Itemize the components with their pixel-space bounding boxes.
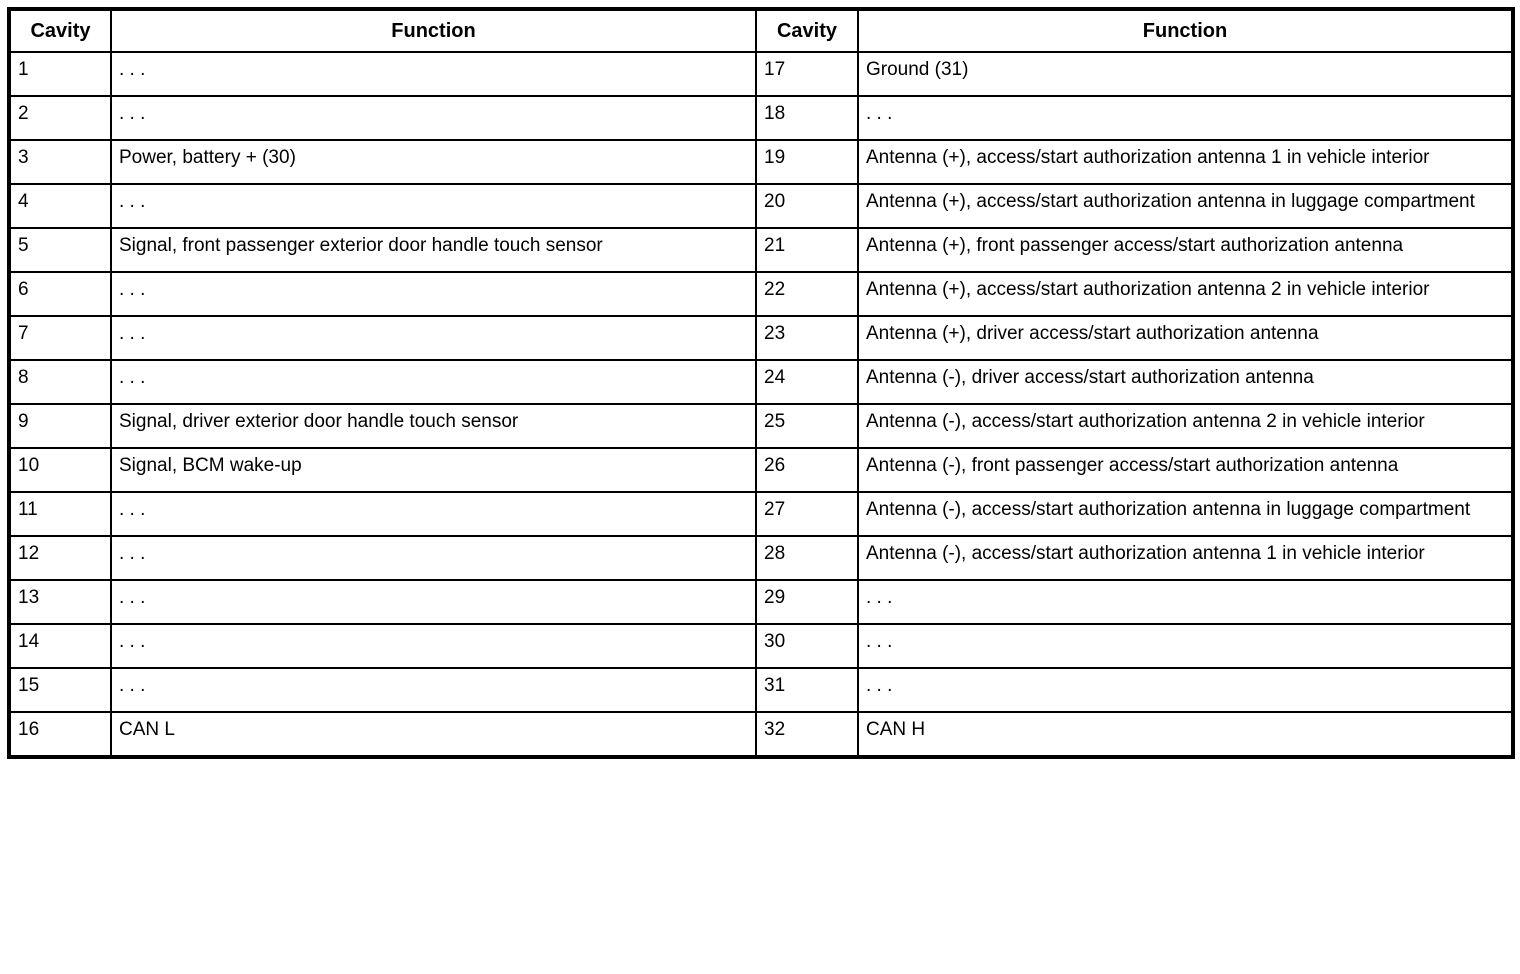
function-cell: Signal, BCM wake-up [110, 447, 757, 493]
cavity-cell: 13 [8, 579, 112, 625]
function-cell: . . . [857, 95, 1514, 141]
function-cell: . . . [110, 95, 757, 141]
table-row: 15. . . 31. . . [8, 667, 1514, 713]
function-cell: Antenna (-), access/start authorization … [857, 491, 1514, 537]
cavity-cell: 6 [8, 271, 112, 317]
table-body: 1. . . 17 Ground (31) 2. . . 18. . . 3 Power, … [8, 51, 1514, 758]
function-header-right: Function [857, 8, 1514, 53]
table-row: 11. . . 27 Antenna (-), access/start autho… [8, 491, 1514, 537]
table-row: 10 Signal, BCM wake-up 26 Antenna (-), fron… [8, 447, 1514, 493]
function-cell: Antenna (+), driver access/start authori… [857, 315, 1514, 361]
function-cell: Antenna (-), driver access/start authori… [857, 359, 1514, 405]
cavity-cell: 27 [755, 491, 859, 537]
function-cell: Antenna (-), access/start authorization … [857, 403, 1514, 449]
function-header-left: Function [110, 8, 757, 53]
cavity-cell: 9 [8, 403, 112, 449]
cavity-cell: 28 [755, 535, 859, 581]
cavity-cell: 5 [8, 227, 112, 273]
cavity-cell: 10 [8, 447, 112, 493]
function-cell: CAN H [857, 711, 1514, 758]
cavity-cell: 30 [755, 623, 859, 669]
function-cell: . . . [110, 491, 757, 537]
cavity-cell: 19 [755, 139, 859, 185]
cavity-cell: 24 [755, 359, 859, 405]
cavity-cell: 11 [8, 491, 112, 537]
cavity-cell: 7 [8, 315, 112, 361]
function-cell: Antenna (+), access/start authorization … [857, 271, 1514, 317]
function-cell: Antenna (-), front passenger access/star… [857, 447, 1514, 493]
cavity-cell: 3 [8, 139, 112, 185]
cavity-cell: 15 [8, 667, 112, 713]
table-row: 16 CAN L 32 CAN H [8, 711, 1514, 758]
function-cell: . . . [110, 579, 757, 625]
function-cell: Signal, front passenger exterior door ha… [110, 227, 757, 273]
table-row: 6. . . 22 Antenna (+), access/start author… [8, 271, 1514, 317]
table-header: Cavity Function Cavity Function [8, 8, 1514, 53]
cavity-cell: 31 [755, 667, 859, 713]
pinout-table: Cavity Function Cavity Function 1. . . 17… [7, 7, 1515, 759]
table-row: 8. . . 24 Antenna (-), driver access/start… [8, 359, 1514, 405]
function-cell: . . . [857, 623, 1514, 669]
function-cell: Power, battery + (30) [110, 139, 757, 185]
function-cell: Antenna (+), front passenger access/star… [857, 227, 1514, 273]
function-cell: Antenna (+), access/start authorization … [857, 139, 1514, 185]
cavity-cell: 32 [755, 711, 859, 758]
function-cell: . . . [110, 623, 757, 669]
cavity-cell: 4 [8, 183, 112, 229]
table-row: 4. . . 20 Antenna (+), access/start author… [8, 183, 1514, 229]
function-cell: . . . [110, 667, 757, 713]
cavity-cell: 12 [8, 535, 112, 581]
function-cell: . . . [857, 579, 1514, 625]
table-row: 7. . . 23 Antenna (+), driver access/start… [8, 315, 1514, 361]
function-cell: . . . [110, 51, 757, 97]
table-row: 5 Signal, front passenger exterior door h… [8, 227, 1514, 273]
cavity-cell: 20 [755, 183, 859, 229]
cavity-cell: 18 [755, 95, 859, 141]
function-cell: CAN L [110, 711, 757, 758]
table-row: 13. . . 29. . . [8, 579, 1514, 625]
cavity-cell: 29 [755, 579, 859, 625]
cavity-cell: 21 [755, 227, 859, 273]
table-row: 12. . . 28 Antenna (-), access/start autho… [8, 535, 1514, 581]
cavity-cell: 22 [755, 271, 859, 317]
function-cell: . . . [110, 535, 757, 581]
function-cell: Ground (31) [857, 51, 1514, 97]
cavity-header-right: Cavity [755, 8, 859, 53]
function-cell: Antenna (+), access/start authorization … [857, 183, 1514, 229]
cavity-cell: 14 [8, 623, 112, 669]
function-cell: . . . [110, 359, 757, 405]
cavity-cell: 1 [8, 51, 112, 97]
table-row: 2. . . 18. . . [8, 95, 1514, 141]
function-cell: Signal, driver exterior door handle touc… [110, 403, 757, 449]
table-row: 1. . . 17 Ground (31) [8, 51, 1514, 97]
function-cell: . . . [857, 667, 1514, 713]
header-row: Cavity Function Cavity Function [8, 8, 1514, 53]
cavity-cell: 25 [755, 403, 859, 449]
cavity-cell: 17 [755, 51, 859, 97]
cavity-cell: 16 [8, 711, 112, 758]
cavity-cell: 2 [8, 95, 112, 141]
table-row: 3 Power, battery + (30) 19 Antenna (+), acc… [8, 139, 1514, 185]
function-cell: Antenna (-), access/start authorization … [857, 535, 1514, 581]
cavity-cell: 23 [755, 315, 859, 361]
cavity-cell: 8 [8, 359, 112, 405]
function-cell: . . . [110, 271, 757, 317]
function-cell: . . . [110, 183, 757, 229]
table-row: 14. . . 30. . . [8, 623, 1514, 669]
function-cell: . . . [110, 315, 757, 361]
cavity-header-left: Cavity [8, 8, 112, 53]
table-row: 9 Signal, driver exterior door handle tou… [8, 403, 1514, 449]
cavity-cell: 26 [755, 447, 859, 493]
